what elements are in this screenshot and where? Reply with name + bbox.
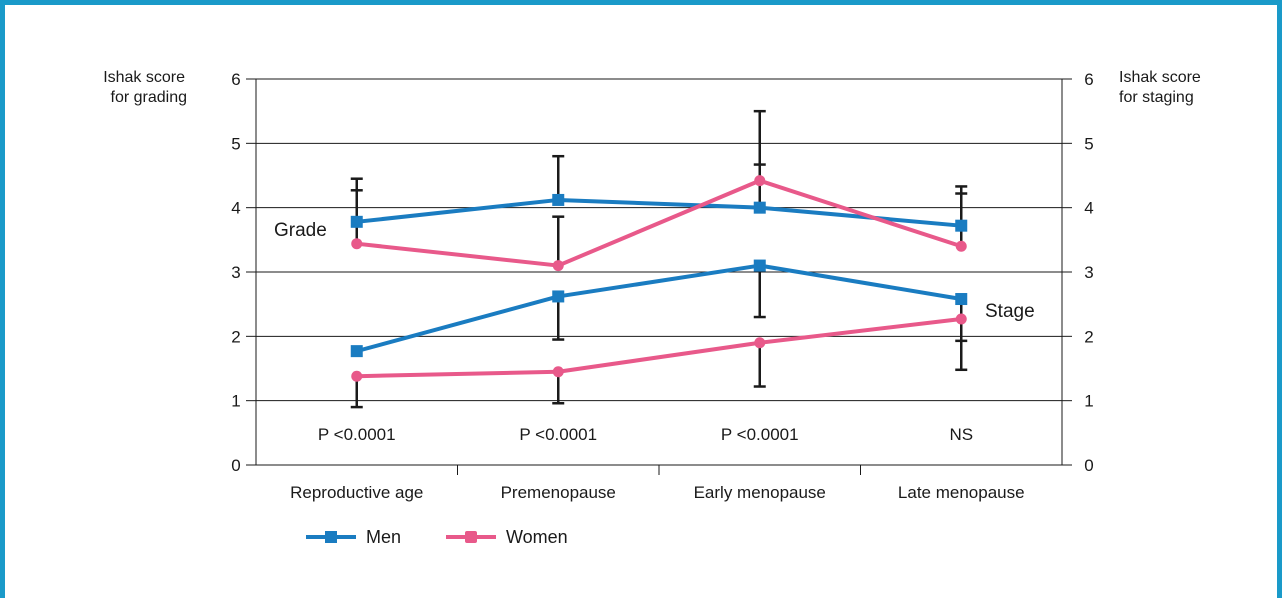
right-tick-label-1: 1 <box>1084 392 1093 411</box>
right-tick-label-5: 5 <box>1084 134 1093 153</box>
p-value-label-3: P <0.0001 <box>721 425 799 444</box>
legend-women-marker <box>465 531 477 543</box>
right-tick-label-4: 4 <box>1084 199 1093 218</box>
data-point-grade-women-4 <box>955 240 967 252</box>
left-tick-label-0: 0 <box>231 456 240 475</box>
left-tick-label-5: 5 <box>231 134 240 153</box>
category-label-4: Late menopause <box>898 483 1025 502</box>
left-tick-label-1: 1 <box>231 392 240 411</box>
data-point-stage-men-3 <box>753 259 766 272</box>
p-value-label-4: NS <box>949 425 973 444</box>
data-point-stage-men-4 <box>955 293 968 306</box>
left-tick-label-4: 4 <box>231 199 240 218</box>
category-label-3: Early menopause <box>694 483 826 502</box>
legend: Men Women <box>306 527 568 547</box>
right-tick-label-0: 0 <box>1084 456 1093 475</box>
data-point-grade-men-3 <box>753 201 766 214</box>
left-tick-label-2: 2 <box>231 327 240 346</box>
data-point-stage-women-4 <box>955 313 967 325</box>
p-value-label-2: P <0.0001 <box>519 425 597 444</box>
data-point-grade-women-3 <box>754 175 766 187</box>
data-point-stage-men-2 <box>552 290 565 303</box>
left-tick-label-6: 6 <box>231 70 240 89</box>
left-axis-title-line2: for grading <box>111 89 188 106</box>
legend-men-marker <box>325 531 337 543</box>
category-label-1: Reproductive age <box>290 483 423 502</box>
data-point-grade-women-1 <box>351 238 363 250</box>
series-line-layer <box>356 178 962 379</box>
data-point-stage-women-1 <box>351 370 363 382</box>
series-line-stage-women <box>356 316 962 379</box>
legend-women-label: Women <box>506 527 568 547</box>
legend-men-label: Men <box>366 527 401 547</box>
legend-item-women: Women <box>446 527 568 547</box>
data-point-grade-men-2 <box>552 193 565 206</box>
right-tick-label-3: 3 <box>1084 263 1093 282</box>
left-tick-label-3: 3 <box>231 263 240 282</box>
data-point-grade-men-1 <box>350 215 363 228</box>
data-point-stage-women-2 <box>552 366 564 378</box>
data-point-stage-women-3 <box>754 337 766 349</box>
data-point-grade-women-2 <box>552 260 564 272</box>
series-line-grade-women <box>356 178 962 268</box>
left-axis-title-line1: Ishak score <box>103 69 185 86</box>
grade-label: Grade <box>274 220 327 241</box>
series-line-stage-men <box>356 263 962 354</box>
legend-item-men: Men <box>306 527 401 547</box>
marker-layer <box>350 175 968 382</box>
data-point-stage-men-1 <box>350 345 363 358</box>
p-value-label-1: P <0.0001 <box>318 425 396 444</box>
category-label-2: Premenopause <box>501 483 616 502</box>
error-bar-layer <box>350 109 968 409</box>
right-axis-title-line2: for staging <box>1119 89 1194 106</box>
series-line-grade-men <box>356 197 962 228</box>
right-tick-label-2: 2 <box>1084 327 1093 346</box>
right-axis-title-line1: Ishak score <box>1119 69 1201 86</box>
stage-label: Stage <box>985 301 1035 322</box>
right-tick-label-6: 6 <box>1084 70 1093 89</box>
tick-label-layer: 0 0 1 1 2 2 3 3 4 4 5 5 6 6 Reproductive age P <0.0001 P… <box>231 70 1093 502</box>
grid-layer <box>246 78 1072 475</box>
data-point-grade-men-4 <box>955 219 968 232</box>
